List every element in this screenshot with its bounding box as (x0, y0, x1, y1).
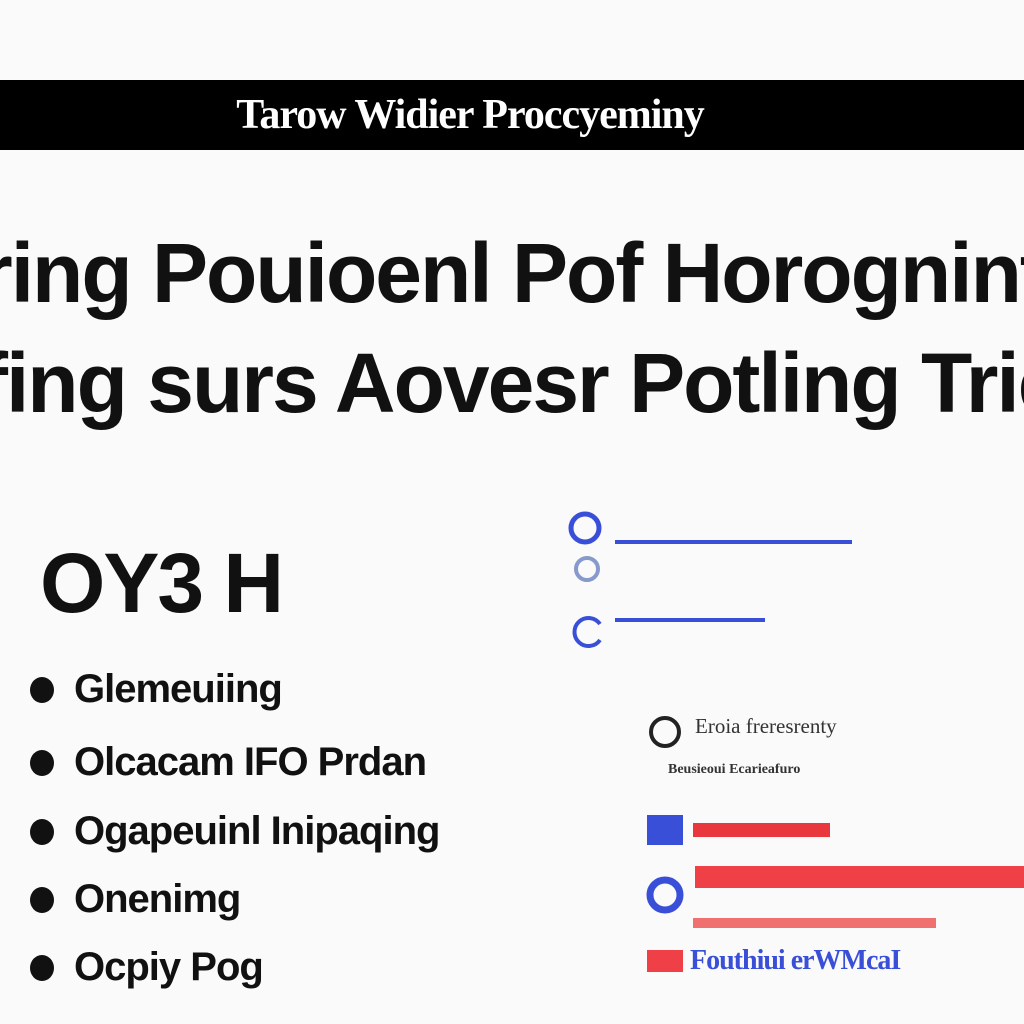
header-title: Tarow Widier Proccyeminy (236, 92, 705, 138)
small-icon (574, 556, 600, 582)
panel-caption: Beusieoui Ecarieafuro (668, 762, 801, 777)
list-item: Glemeuiing (30, 667, 283, 712)
panel-label: Eroia freresrenty (695, 714, 837, 738)
bar (695, 866, 1024, 888)
item-text: Ocpiy Pog (74, 945, 264, 989)
radio-icon (568, 511, 602, 545)
panel-footer: Fouthiui erWMcaI (690, 945, 901, 976)
headline: ring Pouioenl Pof Horognint . (0, 226, 1024, 320)
header-bar (0, 80, 1024, 150)
bar (693, 823, 830, 837)
item-text: Ogapeuinl Inipaqing (74, 809, 440, 853)
ring-icon (646, 876, 684, 914)
bar (693, 918, 936, 928)
bullet (30, 749, 54, 776)
item-text: Olcacam IFO Prdan (74, 740, 427, 784)
bullet (30, 954, 54, 981)
bullet (30, 818, 54, 845)
list-item: Ogapeuinl Inipaqing (30, 809, 440, 854)
list-item: Ocpiy Pog (30, 945, 264, 990)
bullet (30, 886, 54, 913)
list-item: Olcacam IFO Prdan (30, 740, 427, 785)
item-text: Onenimg (74, 877, 241, 921)
gear-icon (649, 716, 681, 748)
item-text: Glemeuiing (74, 667, 283, 711)
swatch (647, 950, 683, 972)
section-title: OY3 H (40, 536, 284, 630)
swatch (647, 815, 683, 845)
list-item: Onenimg (30, 877, 241, 922)
headline: fing surs Aovesr Potling Trie (0, 336, 1024, 430)
c-icon (572, 616, 602, 648)
bullet (30, 676, 54, 703)
